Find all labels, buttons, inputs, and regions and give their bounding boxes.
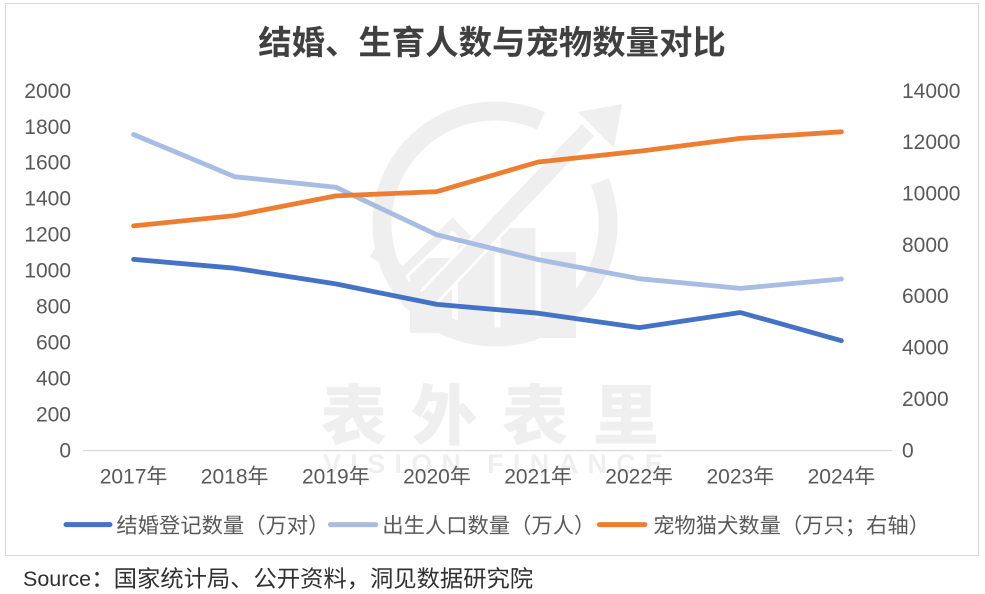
svg-text:2000: 2000 <box>902 388 949 411</box>
svg-text:2019: 2019 <box>302 465 349 488</box>
svg-text:200: 200 <box>36 403 71 426</box>
svg-text:2023: 2023 <box>707 465 754 488</box>
svg-text:2000: 2000 <box>24 80 71 103</box>
svg-text:1400: 1400 <box>24 188 71 211</box>
svg-text:8000: 8000 <box>902 234 949 257</box>
svg-text:4000: 4000 <box>902 337 949 360</box>
svg-text:VISION FINANCE: VISION FINANCE <box>323 449 672 479</box>
svg-text:1600: 1600 <box>24 152 71 175</box>
svg-text:6000: 6000 <box>902 285 949 308</box>
svg-text:1000: 1000 <box>24 260 71 283</box>
svg-text:600: 600 <box>36 331 71 354</box>
svg-text:2017: 2017 <box>100 465 147 488</box>
svg-text:400: 400 <box>36 367 71 390</box>
svg-text:0: 0 <box>902 439 914 462</box>
svg-text:800: 800 <box>36 296 71 319</box>
svg-text:Source: Source <box>23 567 91 591</box>
svg-text:1200: 1200 <box>24 224 71 247</box>
svg-text:2021: 2021 <box>504 465 551 488</box>
svg-text:12000: 12000 <box>902 131 960 154</box>
svg-text:2018: 2018 <box>201 465 248 488</box>
svg-text:2020: 2020 <box>403 465 450 488</box>
svg-text:0: 0 <box>59 439 71 462</box>
svg-text:14000: 14000 <box>902 80 960 103</box>
svg-text:2024: 2024 <box>808 465 855 488</box>
svg-text:10000: 10000 <box>902 183 960 206</box>
svg-text:2022: 2022 <box>605 465 652 488</box>
svg-text:1800: 1800 <box>24 116 71 139</box>
